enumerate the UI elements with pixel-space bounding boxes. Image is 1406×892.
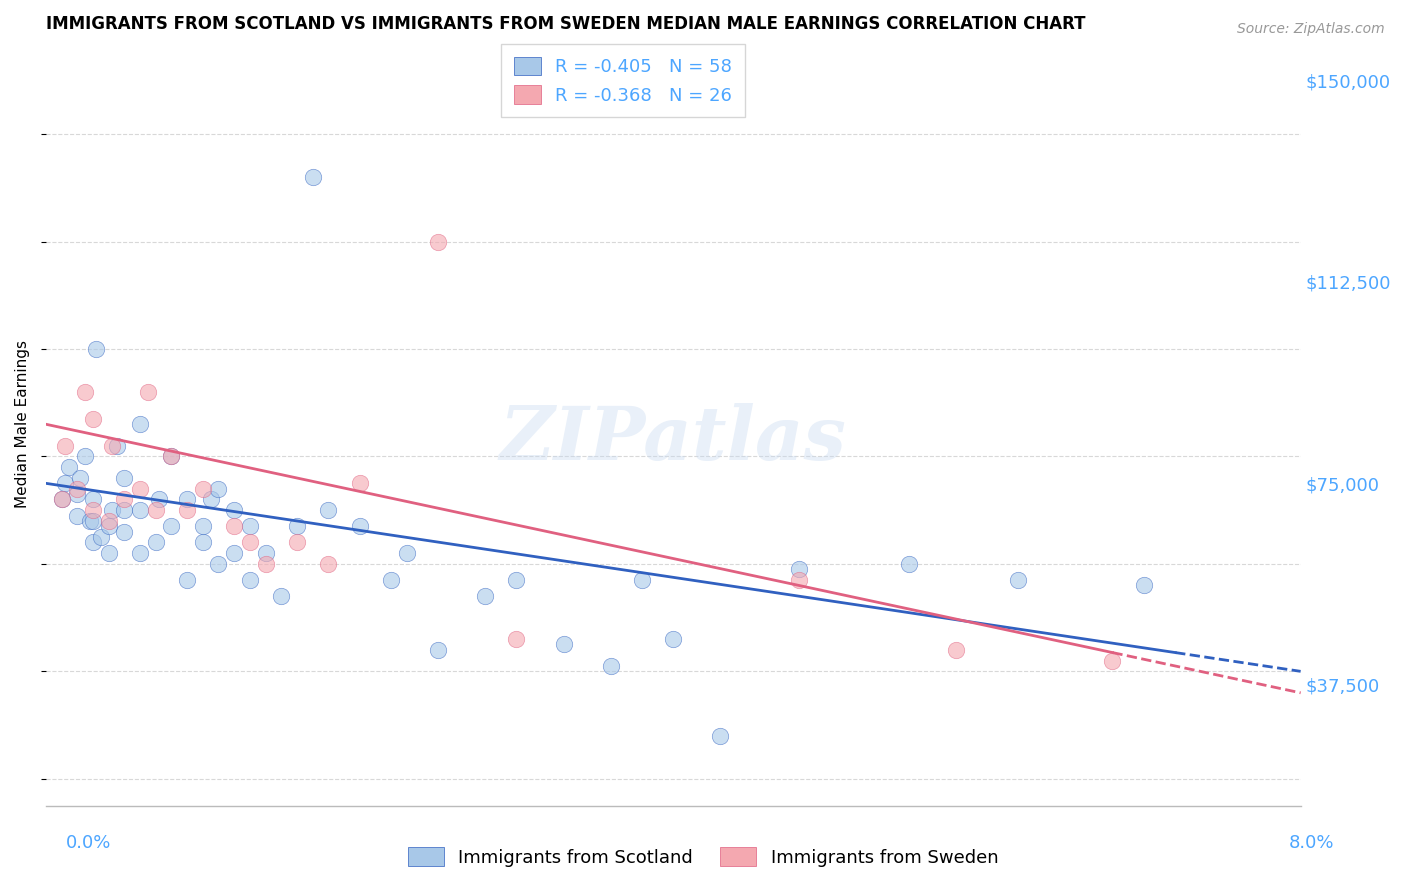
Point (53, 439, 76, 453)
Point (53, 476, 76, 491)
Point (145, 503, 167, 517)
Point (82, 492, 104, 507)
Point (787, 573, 810, 587)
Text: Source: ZipAtlas.com: Source: ZipAtlas.com (1237, 22, 1385, 37)
Text: ZIPatlas: ZIPatlas (501, 403, 846, 475)
Point (553, 638, 575, 652)
Point (58, 460, 80, 475)
Point (380, 573, 402, 587)
Point (349, 476, 371, 491)
Point (224, 503, 246, 517)
Point (105, 439, 128, 453)
Point (160, 519, 183, 533)
Point (1133, 578, 1156, 592)
Text: IMMIGRANTS FROM SCOTLAND VS IMMIGRANTS FROM SWEDEN MEDIAN MALE EARNINGS CORRELAT: IMMIGRANTS FROM SCOTLAND VS IMMIGRANTS F… (46, 15, 1085, 33)
Point (82, 503, 104, 517)
Point (66, 487, 89, 501)
Point (1101, 654, 1123, 668)
Point (349, 519, 371, 533)
Point (270, 589, 292, 603)
Point (224, 546, 246, 560)
Text: 0.0%: 0.0% (66, 834, 111, 852)
Point (129, 482, 152, 496)
Point (176, 573, 198, 587)
Point (97, 546, 120, 560)
Point (136, 385, 159, 400)
Point (129, 546, 152, 560)
Point (160, 450, 183, 464)
Point (101, 503, 124, 517)
Point (474, 589, 496, 603)
Point (662, 632, 685, 647)
Point (254, 546, 277, 560)
Point (101, 439, 124, 453)
Legend: Immigrants from Scotland, Immigrants from Sweden: Immigrants from Scotland, Immigrants fro… (401, 840, 1005, 874)
Point (82, 412, 104, 426)
Legend: R = -0.405   N = 58, R = -0.368   N = 26: R = -0.405 N = 58, R = -0.368 N = 26 (502, 45, 745, 117)
Point (160, 450, 183, 464)
Point (69, 471, 91, 485)
Point (200, 492, 222, 507)
Point (129, 503, 152, 517)
Point (191, 519, 214, 533)
Point (51, 492, 73, 507)
Point (239, 573, 262, 587)
Point (316, 557, 339, 571)
Point (505, 573, 527, 587)
Point (207, 482, 229, 496)
Point (129, 417, 152, 432)
Point (176, 492, 198, 507)
Point (66, 482, 89, 496)
Text: 8.0%: 8.0% (1289, 834, 1334, 852)
Y-axis label: Median Male Earnings: Median Male Earnings (15, 340, 30, 508)
Point (224, 519, 246, 533)
Point (239, 535, 262, 549)
Point (145, 535, 167, 549)
Point (631, 573, 654, 587)
Point (191, 535, 214, 549)
Point (75, 385, 97, 400)
Point (112, 471, 135, 485)
Point (254, 557, 277, 571)
Point (79, 514, 101, 528)
Point (82, 535, 104, 549)
Point (1007, 573, 1029, 587)
Point (505, 632, 527, 647)
Point (112, 524, 135, 539)
Point (112, 503, 135, 517)
Point (82, 514, 104, 528)
Point (395, 546, 418, 560)
Point (427, 643, 450, 657)
Point (897, 557, 920, 571)
Point (112, 492, 135, 507)
Point (285, 535, 308, 549)
Point (191, 482, 214, 496)
Point (97, 514, 120, 528)
Point (316, 503, 339, 517)
Point (66, 508, 89, 523)
Point (285, 519, 308, 533)
Point (301, 170, 323, 185)
Point (148, 492, 170, 507)
Point (599, 659, 621, 673)
Point (90, 530, 112, 544)
Point (84, 342, 107, 356)
Point (176, 503, 198, 517)
Point (51, 492, 73, 507)
Point (709, 729, 731, 743)
Point (97, 519, 120, 533)
Point (945, 643, 967, 657)
Point (75, 450, 97, 464)
Point (787, 562, 810, 576)
Point (427, 235, 450, 249)
Point (207, 557, 229, 571)
Point (239, 519, 262, 533)
